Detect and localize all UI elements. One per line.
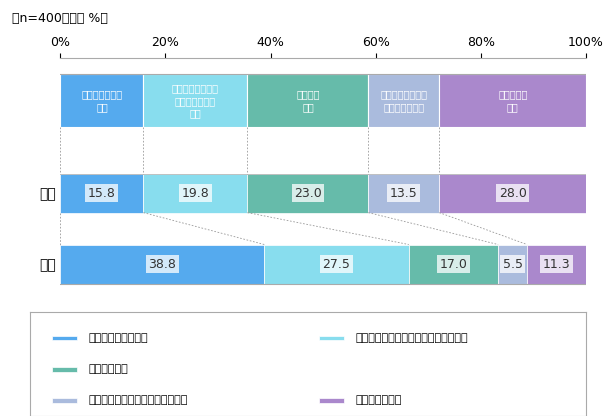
Bar xyxy=(60,245,265,284)
Text: 17.0: 17.0 xyxy=(440,258,467,270)
Text: 既存顧客を重視: 既存顧客を重視 xyxy=(355,395,402,406)
Text: 新規顧客獲得を重視: 新規顧客獲得を重視 xyxy=(89,333,148,343)
Text: 5.5: 5.5 xyxy=(503,258,522,270)
Text: どちらかというと既存顧客を重視: どちらかというと既存顧客を重視 xyxy=(89,395,188,406)
Bar xyxy=(53,367,77,371)
Text: 28.0: 28.0 xyxy=(499,186,527,200)
Bar xyxy=(409,245,498,284)
Bar xyxy=(143,74,248,127)
Text: どちらかというと新規顧客獲得を重視: どちらかというと新規顧客獲得を重視 xyxy=(355,333,468,343)
Text: 38.8: 38.8 xyxy=(149,258,176,270)
Text: 23.0: 23.0 xyxy=(294,186,322,200)
Bar xyxy=(53,398,77,403)
Text: どちらも重視: どちらも重視 xyxy=(89,364,128,374)
Bar xyxy=(319,336,344,340)
Bar xyxy=(248,74,368,127)
Text: 既存顧客を
重視: 既存顧客を 重視 xyxy=(498,89,527,112)
Bar xyxy=(439,74,586,127)
Text: どちらかというと
既存顧客を重視: どちらかというと 既存顧客を重視 xyxy=(381,89,427,112)
Bar xyxy=(60,173,143,213)
Bar xyxy=(143,173,248,213)
Bar xyxy=(439,173,586,213)
Bar xyxy=(319,398,344,403)
Text: 新規顧客獲得を
重視: 新規顧客獲得を 重視 xyxy=(82,89,123,112)
Text: どちらかというと
新規顧客獲得を
重視: どちらかというと 新規顧客獲得を 重視 xyxy=(172,84,219,118)
Bar xyxy=(53,336,77,340)
Bar xyxy=(498,245,527,284)
Bar xyxy=(60,74,143,127)
Text: 13.5: 13.5 xyxy=(390,186,418,200)
Text: どちらも
重視: どちらも 重視 xyxy=(296,89,320,112)
Bar xyxy=(248,173,368,213)
Bar xyxy=(265,245,409,284)
Text: 11.3: 11.3 xyxy=(543,258,571,270)
Text: 27.5: 27.5 xyxy=(323,258,350,270)
Text: 15.8: 15.8 xyxy=(88,186,116,200)
Text: （n=400、単位 %）: （n=400、単位 %） xyxy=(12,12,108,25)
Text: 19.8: 19.8 xyxy=(182,186,210,200)
Bar xyxy=(527,245,586,284)
Bar xyxy=(368,173,439,213)
Bar xyxy=(368,74,439,127)
